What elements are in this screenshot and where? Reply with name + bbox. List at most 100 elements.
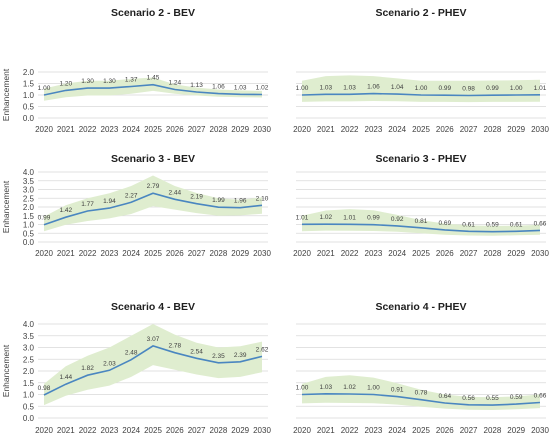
x-tick-label: 2022 bbox=[341, 426, 359, 435]
series-line bbox=[301, 92, 541, 97]
x-tick-label: 2026 bbox=[166, 249, 184, 258]
y-tick-label: 4.0 bbox=[23, 168, 35, 177]
x-tick-label: 2023 bbox=[365, 125, 383, 134]
data-label: 2.48 bbox=[125, 350, 138, 357]
x-tick-label: 2025 bbox=[412, 426, 430, 435]
x-tick-label: 2020 bbox=[35, 426, 53, 435]
y-tick-label: 1.5 bbox=[23, 212, 35, 221]
data-label: 1.99 bbox=[212, 197, 225, 204]
x-tick-label: 2026 bbox=[166, 125, 184, 134]
x-tick-label: 2029 bbox=[231, 249, 249, 258]
x-tick-label: 2021 bbox=[57, 249, 75, 258]
data-label: 1.01 bbox=[343, 214, 356, 221]
data-label: 2.44 bbox=[168, 189, 181, 196]
y-axis-label: Enhancement bbox=[1, 68, 11, 121]
uncertainty-band bbox=[302, 375, 540, 410]
data-label: 1.30 bbox=[81, 78, 94, 85]
data-label: 0.78 bbox=[415, 390, 428, 397]
x-tick-label: 2030 bbox=[531, 426, 549, 435]
y-tick-label: 1.0 bbox=[23, 91, 35, 100]
data-label: 1.04 bbox=[391, 84, 404, 91]
uncertainty-band bbox=[302, 209, 540, 236]
x-tick-label: 2028 bbox=[484, 125, 502, 134]
data-label: 1.02 bbox=[256, 85, 269, 92]
data-label: 0.69 bbox=[438, 220, 451, 227]
data-label: 0.91 bbox=[391, 387, 404, 394]
y-tick-label: 0.5 bbox=[23, 402, 35, 411]
x-tick-label: 2024 bbox=[388, 125, 406, 134]
x-tick-label: 2022 bbox=[79, 426, 97, 435]
x-tick-label: 2025 bbox=[144, 249, 162, 258]
data-label: 1.03 bbox=[234, 84, 247, 91]
y-tick-label: 2.0 bbox=[23, 203, 35, 212]
data-label: 1.00 bbox=[367, 385, 380, 392]
y-tick-label: 3.5 bbox=[23, 177, 35, 186]
data-label: 1.96 bbox=[234, 198, 247, 205]
data-label: 1.03 bbox=[319, 384, 332, 391]
data-label: 1.37 bbox=[125, 76, 138, 83]
x-tick-label: 2028 bbox=[210, 249, 228, 258]
data-label: 2.27 bbox=[125, 192, 138, 199]
data-label: 1.00 bbox=[296, 85, 309, 92]
data-label: 1.45 bbox=[147, 75, 160, 82]
data-label: 2.19 bbox=[190, 194, 203, 201]
y-tick-label: 2.5 bbox=[23, 194, 35, 203]
y-tick-label: 2.0 bbox=[23, 367, 35, 376]
x-tick-label: 2026 bbox=[436, 426, 454, 435]
data-label: 2.10 bbox=[256, 195, 269, 202]
data-label: 0.55 bbox=[486, 395, 499, 402]
x-tick-label: 2022 bbox=[79, 249, 97, 258]
y-tick-label: 1.0 bbox=[23, 221, 35, 230]
x-tick-label: 2027 bbox=[460, 426, 478, 435]
data-label: 1.42 bbox=[59, 207, 72, 214]
data-label: 0.56 bbox=[462, 395, 475, 402]
x-tick-label: 2021 bbox=[57, 426, 75, 435]
x-tick-label: 2020 bbox=[35, 125, 53, 134]
x-tick-label: 2024 bbox=[122, 249, 140, 258]
series-line bbox=[43, 192, 263, 226]
x-tick-label: 2027 bbox=[188, 249, 206, 258]
data-label: 0.99 bbox=[367, 215, 380, 222]
x-tick-label: 2029 bbox=[507, 249, 525, 258]
data-label: 1.06 bbox=[212, 84, 225, 91]
data-label: 0.99 bbox=[38, 215, 51, 222]
data-label: 1.01 bbox=[534, 85, 547, 92]
y-tick-label: 0.5 bbox=[23, 229, 35, 238]
data-label: 1.02 bbox=[319, 214, 332, 221]
data-label: 1.02 bbox=[343, 384, 356, 391]
x-tick-label: 2028 bbox=[210, 125, 228, 134]
chart-title: Scenario 4 - BEV bbox=[111, 301, 195, 313]
data-label: 0.59 bbox=[486, 222, 499, 229]
x-tick-label: 2024 bbox=[388, 426, 406, 435]
data-label: 0.61 bbox=[462, 221, 475, 228]
data-label: 0.99 bbox=[486, 85, 499, 92]
data-label: 0.98 bbox=[38, 385, 51, 392]
x-tick-label: 2023 bbox=[365, 249, 383, 258]
y-tick-label: 1.0 bbox=[23, 391, 35, 400]
x-tick-label: 2030 bbox=[531, 125, 549, 134]
data-label: 1.00 bbox=[38, 85, 51, 92]
y-axis-label: Enhancement bbox=[1, 344, 11, 397]
data-label: 1.24 bbox=[168, 79, 181, 86]
data-label: 1.01 bbox=[296, 214, 309, 221]
uncertainty-band bbox=[44, 175, 262, 232]
data-label: 1.77 bbox=[81, 201, 94, 208]
data-label: 1.30 bbox=[103, 78, 116, 85]
x-tick-label: 2026 bbox=[166, 426, 184, 435]
x-tick-label: 2023 bbox=[101, 249, 119, 258]
y-tick-label: 1.5 bbox=[23, 80, 35, 89]
y-tick-label: 2.0 bbox=[23, 68, 35, 77]
data-label: 0.92 bbox=[391, 216, 404, 223]
x-tick-label: 2030 bbox=[253, 125, 271, 134]
data-label: 1.03 bbox=[319, 84, 332, 91]
x-tick-label: 2024 bbox=[388, 249, 406, 258]
data-label: 1.03 bbox=[343, 84, 356, 91]
y-tick-label: 3.5 bbox=[23, 332, 35, 341]
x-tick-label: 2030 bbox=[253, 249, 271, 258]
data-label: 0.66 bbox=[534, 220, 547, 227]
data-label: 1.00 bbox=[510, 85, 523, 92]
x-tick-label: 2027 bbox=[188, 426, 206, 435]
chart-title: Scenario 2 - PHEV bbox=[375, 7, 466, 19]
x-tick-label: 2030 bbox=[531, 249, 549, 258]
data-label: 0.61 bbox=[510, 221, 523, 228]
